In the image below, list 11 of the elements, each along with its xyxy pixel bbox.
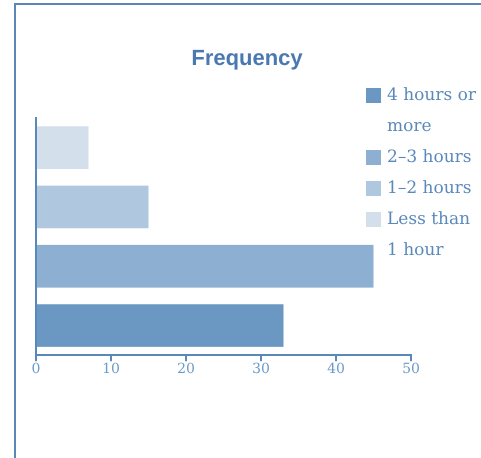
chart-title: Frequency	[191, 45, 304, 70]
legend-label: Less than 1 hour	[387, 208, 472, 262]
legend-label: 2–3 hours	[387, 146, 473, 169]
x-tick-label: 0	[32, 361, 40, 378]
x-tick-label: 40	[327, 361, 345, 378]
x-tick-label: 30	[252, 361, 270, 378]
x-tick-label: 20	[177, 361, 195, 378]
x-tick-label: 50	[402, 361, 420, 378]
legend-label: 1–2 hours	[387, 177, 473, 200]
x-tick-label: 10	[102, 361, 120, 378]
legend-label: 4 hours or more	[387, 84, 477, 138]
